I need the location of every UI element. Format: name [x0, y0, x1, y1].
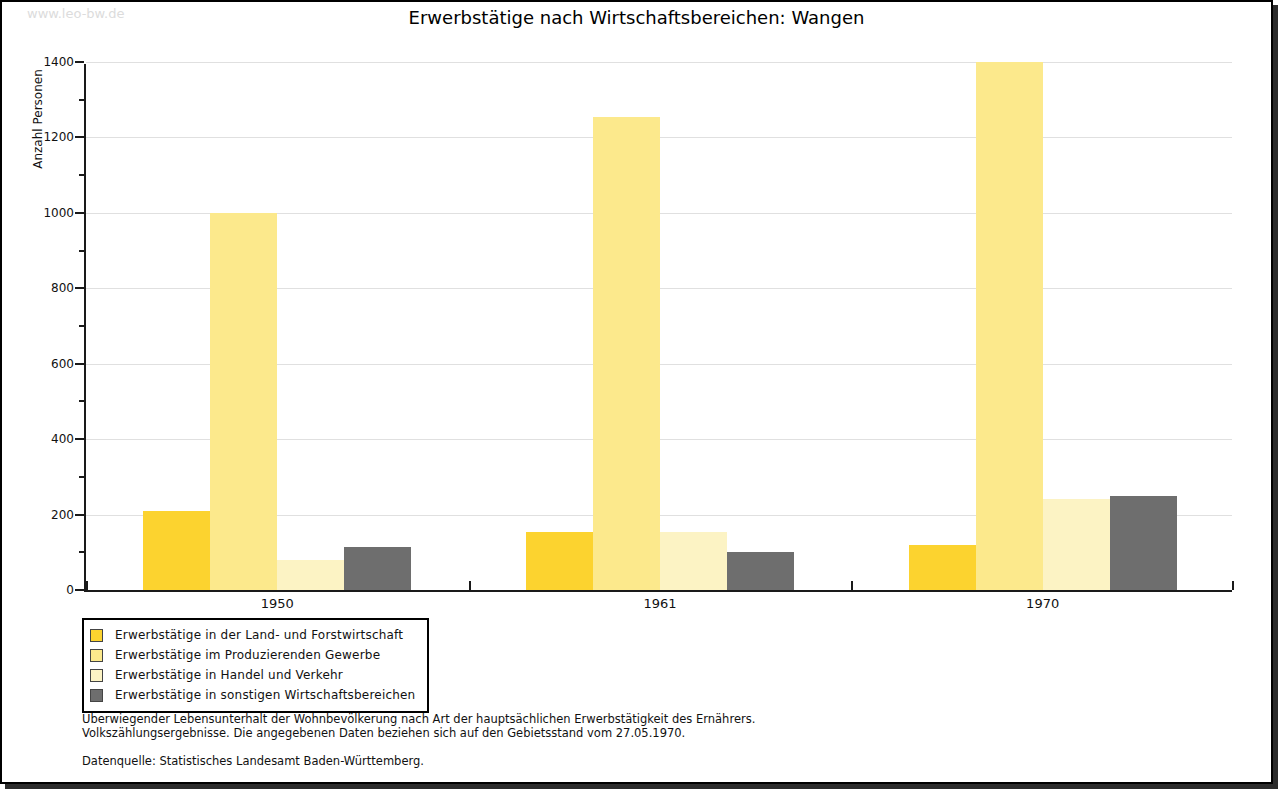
y-axis-tick-label: 800: [24, 281, 74, 295]
chart-frame: www.leo-bw.de Erwerbstätige nach Wirtsch…: [0, 0, 1273, 784]
y-axis-tick: [75, 212, 84, 214]
footnote-line-2: Volkszählungsergebnisse. Die angegebenen…: [82, 726, 755, 740]
legend-item-label: Erwerbstätige in der Land- und Forstwirt…: [115, 628, 403, 642]
y-axis-minor-tick: [79, 551, 84, 553]
legend-item: Erwerbstätige in der Land- und Forstwirt…: [90, 625, 415, 645]
legend-item: Erwerbstätige in sonstigen Wirtschaftsbe…: [90, 685, 415, 705]
legend-box: Erwerbstätige in der Land- und Forstwirt…: [82, 618, 429, 713]
legend-item: Erwerbstätige in Handel und Verkehr: [90, 665, 415, 685]
y-axis-tick: [75, 438, 84, 440]
legend-swatch: [90, 669, 103, 682]
bar: [1110, 496, 1177, 590]
y-axis-tick: [75, 514, 84, 516]
bar: [909, 545, 976, 590]
y-axis-minor-tick: [79, 99, 84, 101]
y-axis-tick-label: 400: [24, 432, 74, 446]
y-axis-minor-tick: [79, 250, 84, 252]
bar: [660, 532, 727, 590]
y-axis-tick-label: 200: [24, 508, 74, 522]
y-axis-tick-label: 600: [24, 357, 74, 371]
y-axis-tick-label: 1200: [24, 130, 74, 144]
y-axis-tick: [75, 287, 84, 289]
y-axis-tick: [75, 136, 84, 138]
y-axis-tick: [75, 61, 84, 63]
bar: [976, 62, 1043, 590]
x-axis-tick: [851, 581, 853, 590]
y-axis-title: Anzahl Personen: [31, 59, 45, 179]
x-category-label: 1970: [851, 596, 1234, 611]
gridline: [86, 62, 1232, 63]
chart-title: Erwerbstätige nach Wirtschaftsbereichen:…: [2, 7, 1271, 28]
legend-swatch: [90, 649, 103, 662]
y-axis-tick-label: 0: [24, 583, 74, 597]
bar: [210, 213, 277, 590]
source-line: Datenquelle: Statistisches Landesamt Bad…: [82, 754, 755, 768]
x-axis-tick: [1232, 581, 1234, 590]
bar: [526, 532, 593, 590]
y-axis-tick: [75, 589, 84, 591]
footnote-line-1: Überwiegender Lebensunterhalt der Wohnbe…: [82, 712, 755, 726]
x-axis-tick: [469, 581, 471, 590]
y-axis-tick-label: 1000: [24, 206, 74, 220]
bar: [277, 560, 344, 590]
x-category-label: 1961: [469, 596, 852, 611]
bar: [593, 117, 660, 590]
y-axis-tick: [75, 363, 84, 365]
legend-item-label: Erwerbstätige in sonstigen Wirtschaftsbe…: [115, 688, 415, 702]
bar: [1043, 499, 1110, 590]
y-axis-tick-label: 1400: [24, 55, 74, 69]
bar: [727, 552, 794, 590]
y-axis-minor-tick: [79, 325, 84, 327]
x-category-label: 1950: [86, 596, 469, 611]
plot-area: 0200400600800100012001400 195019611970: [84, 64, 1232, 592]
footnote: Überwiegender Lebensunterhalt der Wohnbe…: [82, 712, 755, 768]
legend-swatch: [90, 689, 103, 702]
legend-item-label: Erwerbstätige im Produzierenden Gewerbe: [115, 648, 380, 662]
y-axis-minor-tick: [79, 174, 84, 176]
x-axis-tick: [86, 581, 88, 590]
y-axis-minor-tick: [79, 400, 84, 402]
bar: [344, 547, 411, 590]
legend-item: Erwerbstätige im Produzierenden Gewerbe: [90, 645, 415, 665]
y-axis-minor-tick: [79, 476, 84, 478]
legend-item-label: Erwerbstätige in Handel und Verkehr: [115, 668, 343, 682]
legend-swatch: [90, 629, 103, 642]
bar: [143, 511, 210, 590]
